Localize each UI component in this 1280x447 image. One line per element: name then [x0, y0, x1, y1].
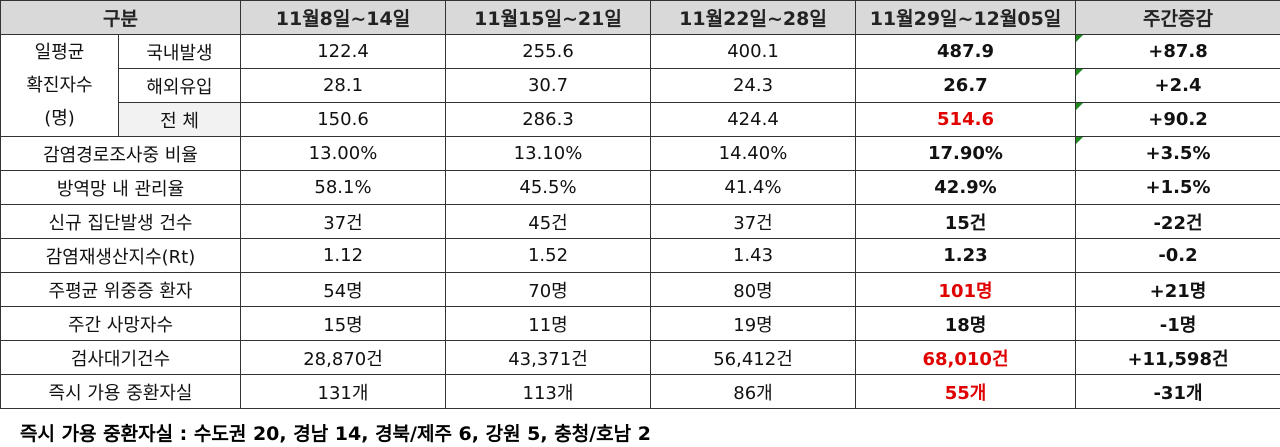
row-label: 국내발생 — [118, 34, 241, 69]
value-cell: 37건 — [650, 204, 856, 239]
value-cell: 45.5% — [445, 170, 651, 205]
value-cell: 55개 — [855, 374, 1076, 409]
row-label: 방역망 내 관리율 — [0, 170, 241, 205]
value-cell: +3.5% — [1075, 136, 1280, 171]
data-table: 구분 11월8일~14일 11월15일~21일 11월22일~28일 11월29일~12… — [0, 0, 1280, 409]
value-cell: -31개 — [1075, 374, 1280, 409]
row-label: 해외유입 — [118, 68, 241, 103]
row-label: 신규 집단발생 건수 — [0, 204, 241, 239]
value-cell: 1.12 — [240, 238, 446, 273]
value-cell: 45건 — [445, 204, 651, 239]
value-cell: +87.8 — [1075, 34, 1280, 69]
value-cell: +21명 — [1075, 272, 1280, 307]
value-cell: 13.10% — [445, 136, 651, 171]
value-cell: 15건 — [855, 204, 1076, 239]
value-cell: 11명 — [445, 306, 651, 341]
group-label-line: (명) — [44, 108, 75, 129]
value-cell: 131개 — [240, 374, 446, 409]
row-label: 주평균 위중증 환자 — [0, 272, 241, 307]
row-label: 전 체 — [118, 102, 241, 137]
value-cell: +1.5% — [1075, 170, 1280, 205]
value-cell: +11,598건 — [1075, 340, 1280, 375]
data-row: 즉시 가용 중환자실 131개 113개 86개 55개 -31개 — [0, 374, 1280, 409]
header-cell: 11월22일~28일 — [650, 0, 856, 35]
data-row: 감염경로조사중 비율 13.00% 13.10% 14.40% 17.90% +3.5% — [0, 136, 1280, 171]
row-label: 감염재생산지수(Rt) — [0, 238, 241, 273]
row-label: 검사대기건수 — [0, 340, 241, 375]
value-cell: 1.23 — [855, 238, 1076, 273]
value-cell: 86개 — [650, 374, 856, 409]
value-cell: 487.9 — [855, 34, 1076, 69]
value-cell: 26.7 — [855, 68, 1076, 103]
value-cell: 15명 — [240, 306, 446, 341]
header-cell: 11월15일~21일 — [445, 0, 651, 35]
header-row: 구분 11월8일~14일 11월15일~21일 11월22일~28일 11월29일~12… — [0, 0, 1280, 35]
value-cell: +2.4 — [1075, 68, 1280, 103]
header-cell: 주간증감 — [1075, 0, 1280, 35]
value-cell: 18명 — [855, 306, 1076, 341]
value-cell: -22건 — [1075, 204, 1280, 239]
value-cell: 28,870건 — [240, 340, 446, 375]
value-cell: 42.9% — [855, 170, 1076, 205]
value-cell: 80명 — [650, 272, 856, 307]
header-cell: 11월29일~12월05일 — [855, 0, 1076, 35]
value-cell: 70명 — [445, 272, 651, 307]
value-cell: +90.2 — [1075, 102, 1280, 137]
row-label: 주간 사망자수 — [0, 306, 241, 341]
data-row: 주평균 위중증 환자 54명 70명 80명 101명 +21명 — [0, 272, 1280, 307]
value-cell: -0.2 — [1075, 238, 1280, 273]
value-cell: 286.3 — [445, 102, 651, 137]
value-cell: 424.4 — [650, 102, 856, 137]
value-cell: 1.43 — [650, 238, 856, 273]
value-cell: 68,010건 — [855, 340, 1076, 375]
value-cell: 1.52 — [445, 238, 651, 273]
group-label-line: 확진자수 — [26, 75, 93, 96]
value-cell: 400.1 — [650, 34, 856, 69]
value-cell: 113개 — [445, 374, 651, 409]
header-cell: 11월8일~14일 — [240, 0, 446, 35]
data-row: 방역망 내 관리율 58.1% 45.5% 41.4% 42.9% +1.5% — [0, 170, 1280, 205]
value-cell: 101명 — [855, 272, 1076, 307]
value-cell: 150.6 — [240, 102, 446, 137]
value-cell: 43,371건 — [445, 340, 651, 375]
header-cell: 구분 — [0, 0, 241, 35]
value-cell: 14.40% — [650, 136, 856, 171]
value-cell: 30.7 — [445, 68, 651, 103]
value-cell: 13.00% — [240, 136, 446, 171]
value-cell: 41.4% — [650, 170, 856, 205]
value-cell: 58.1% — [240, 170, 446, 205]
value-cell: 122.4 — [240, 34, 446, 69]
value-cell: 255.6 — [445, 34, 651, 69]
footer-note: 즉시 가용 중환자실 : 수도권 20, 경남 14, 경북/제주 6, 강원 … — [20, 423, 651, 445]
data-row: 전 체 150.6 286.3 424.4 514.6 +90.2 — [1, 102, 1280, 137]
value-cell: 19명 — [650, 306, 856, 341]
value-cell: -1명 — [1075, 306, 1280, 341]
data-row: 해외유입 28.1 30.7 24.3 26.7 +2.4 — [1, 68, 1280, 103]
row-label: 감염경로조사중 비율 — [0, 136, 241, 171]
value-cell: 54명 — [240, 272, 446, 307]
value-cell: 24.3 — [650, 68, 856, 103]
value-cell: 28.1 — [240, 68, 446, 103]
data-row: 주간 사망자수 15명 11명 19명 18명 -1명 — [0, 306, 1280, 341]
value-cell: 514.6 — [855, 102, 1076, 137]
data-row: 감염재생산지수(Rt) 1.12 1.52 1.43 1.23 -0.2 — [0, 238, 1280, 273]
data-row: 신규 집단발생 건수 37건 45건 37건 15건 -22건 — [0, 204, 1280, 239]
data-row: 검사대기건수 28,870건 43,371건 56,412건 68,010건 +11,59… — [0, 340, 1280, 375]
value-cell: 37건 — [240, 204, 446, 239]
group-label-line: 일평균 — [34, 42, 85, 63]
value-cell: 56,412건 — [650, 340, 856, 375]
row-label: 즉시 가용 중환자실 — [0, 374, 241, 409]
value-cell: 17.90% — [855, 136, 1076, 171]
